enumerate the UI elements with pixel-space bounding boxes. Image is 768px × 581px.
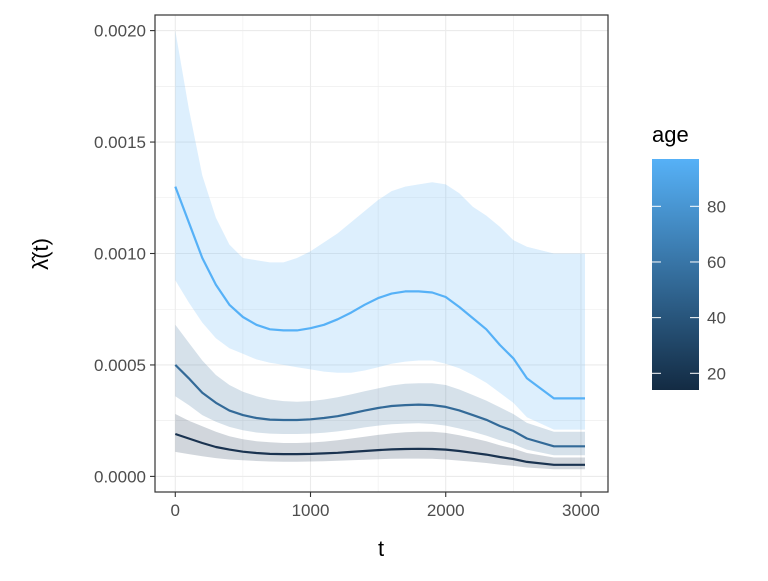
legend-colorbar	[652, 159, 699, 390]
hazard-lines	[174, 186, 585, 466]
y-tick-label: 0.0015	[94, 133, 146, 152]
y-tick-label: 0.0005	[94, 356, 146, 375]
x-axis-title: t	[378, 536, 384, 561]
confidence-band-age-60	[175, 324, 586, 456]
axes: 0 1000 2000 3000 0.0000 0.0005 0.0010 0.0015 0.0…	[94, 22, 600, 520]
y-axis-title: λ̂(t)	[28, 238, 53, 270]
x-tick-label: 1000	[292, 501, 330, 520]
x-tick-label: 0	[171, 501, 180, 520]
y-tick-label: 0.0010	[94, 245, 146, 264]
legend-tick-label: 40	[707, 309, 726, 328]
legend-ticks: 20 40 60 80	[652, 197, 726, 383]
y-tick-label: 0.0000	[94, 467, 146, 486]
x-tick-label: 3000	[562, 501, 600, 520]
legend: age 20 40 60 80	[652, 122, 726, 390]
legend-tick-label: 20	[707, 364, 726, 383]
x-tick-label: 2000	[427, 501, 465, 520]
y-tick-label: 0.0020	[94, 22, 146, 41]
hazard-line-age-97	[174, 186, 585, 400]
legend-title: age	[652, 122, 689, 147]
hazard-line-age-20	[174, 432, 585, 466]
grid-lines	[155, 15, 608, 492]
legend-tick-label: 60	[707, 253, 726, 272]
confidence-band-age-20	[175, 414, 586, 470]
legend-tick-label: 80	[707, 197, 726, 216]
hazard-line-age-60	[174, 364, 585, 448]
